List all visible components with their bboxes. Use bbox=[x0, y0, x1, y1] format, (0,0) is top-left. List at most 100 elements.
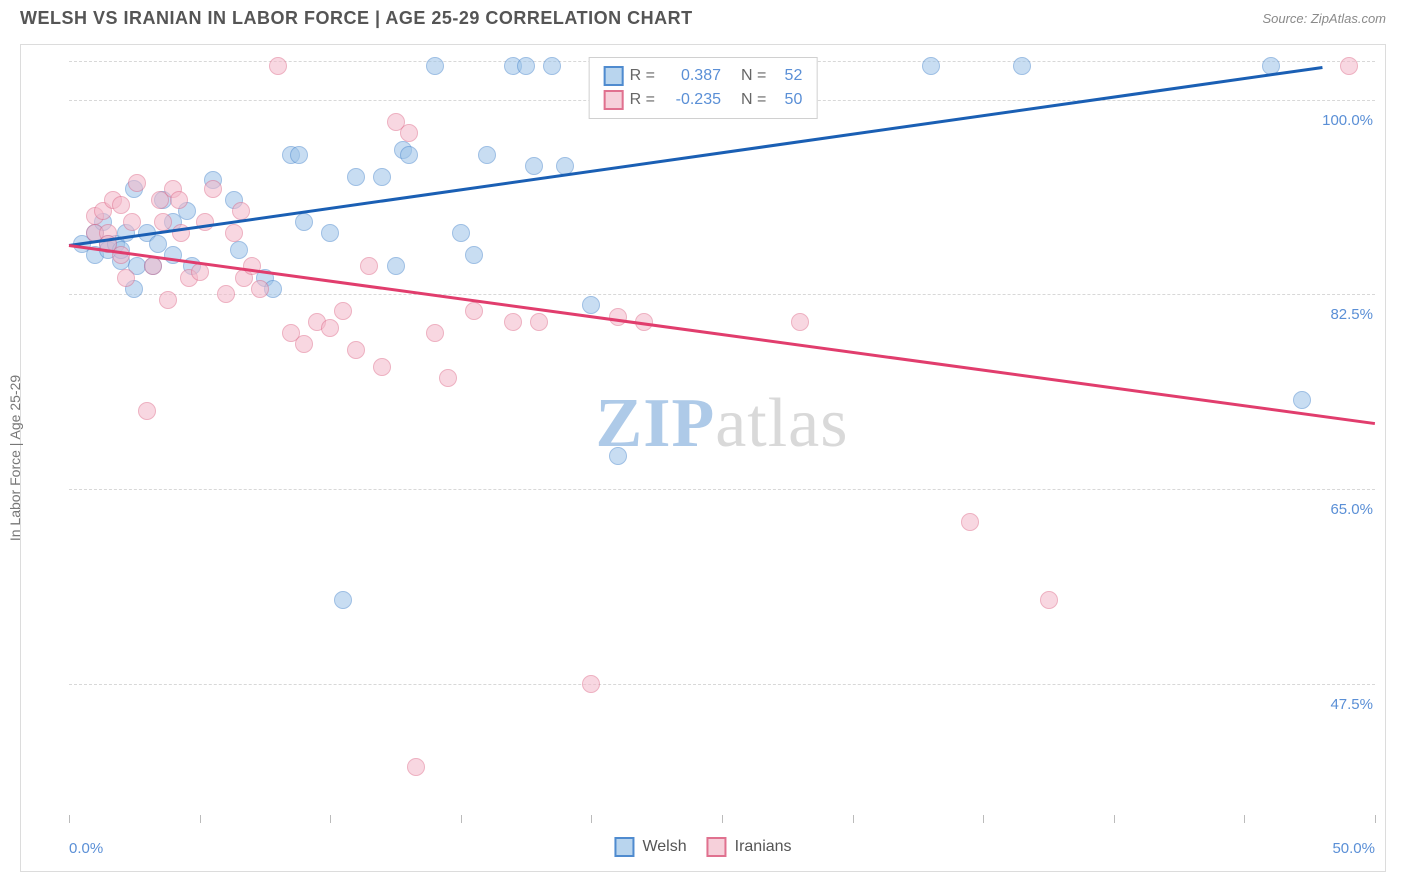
r-value: -0.235 bbox=[661, 91, 721, 109]
data-point bbox=[373, 168, 391, 186]
data-point bbox=[1293, 391, 1311, 409]
data-point bbox=[465, 246, 483, 264]
data-point bbox=[149, 235, 167, 253]
x-tick bbox=[983, 815, 984, 823]
x-tick bbox=[1114, 815, 1115, 823]
data-point bbox=[269, 57, 287, 75]
data-point bbox=[154, 213, 172, 231]
data-point bbox=[138, 402, 156, 420]
series-legend: Welsh Iranians bbox=[614, 837, 791, 857]
data-point bbox=[123, 213, 141, 231]
data-point bbox=[791, 313, 809, 331]
chart-header: WELSH VS IRANIAN IN LABOR FORCE | AGE 25… bbox=[0, 0, 1406, 33]
legend-label: Iranians bbox=[735, 838, 792, 856]
data-point bbox=[334, 302, 352, 320]
data-point bbox=[504, 313, 522, 331]
data-point bbox=[170, 191, 188, 209]
x-tick bbox=[1244, 815, 1245, 823]
data-point bbox=[543, 57, 561, 75]
data-point bbox=[609, 447, 627, 465]
data-point bbox=[582, 296, 600, 314]
data-point bbox=[373, 358, 391, 376]
x-tick bbox=[330, 815, 331, 823]
x-tick-label: 0.0% bbox=[69, 840, 103, 857]
data-point bbox=[407, 758, 425, 776]
watermark: ZIPatlas bbox=[596, 384, 849, 464]
data-point bbox=[347, 168, 365, 186]
data-point bbox=[230, 241, 248, 259]
x-tick bbox=[69, 815, 70, 823]
gridline bbox=[69, 684, 1375, 685]
data-point bbox=[321, 319, 339, 337]
data-point bbox=[347, 341, 365, 359]
data-point bbox=[251, 280, 269, 298]
n-value: 52 bbox=[772, 67, 802, 85]
x-tick bbox=[461, 815, 462, 823]
data-point bbox=[295, 335, 313, 353]
data-point bbox=[530, 313, 548, 331]
data-point bbox=[232, 202, 250, 220]
legend-swatch bbox=[604, 66, 624, 86]
data-point bbox=[465, 302, 483, 320]
data-point bbox=[196, 213, 214, 231]
gridline bbox=[69, 489, 1375, 490]
x-tick-label: 50.0% bbox=[1332, 840, 1375, 857]
data-point bbox=[117, 269, 135, 287]
y-tick-label: 47.5% bbox=[1326, 696, 1377, 713]
data-point bbox=[334, 591, 352, 609]
data-point bbox=[159, 291, 177, 309]
legend-swatch bbox=[707, 837, 727, 857]
data-point bbox=[191, 263, 209, 281]
data-point bbox=[426, 57, 444, 75]
data-point bbox=[426, 324, 444, 342]
data-point bbox=[112, 246, 130, 264]
data-point bbox=[452, 224, 470, 242]
data-point bbox=[582, 675, 600, 693]
chart-container: In Labor Force | Age 25-29 ZIPatlas 47.5… bbox=[20, 44, 1386, 872]
data-point bbox=[217, 285, 235, 303]
legend-swatch bbox=[604, 90, 624, 110]
legend-swatch bbox=[614, 837, 634, 857]
y-tick-label: 65.0% bbox=[1326, 501, 1377, 518]
data-point bbox=[439, 369, 457, 387]
data-point bbox=[243, 257, 261, 275]
data-point bbox=[961, 513, 979, 531]
legend-label: Welsh bbox=[642, 838, 686, 856]
data-point bbox=[478, 146, 496, 164]
watermark-part2: atlas bbox=[715, 385, 848, 462]
x-tick bbox=[591, 815, 592, 823]
y-tick-label: 82.5% bbox=[1326, 306, 1377, 323]
data-point bbox=[290, 146, 308, 164]
data-point bbox=[400, 146, 418, 164]
data-point bbox=[225, 224, 243, 242]
r-label: R = bbox=[630, 67, 655, 85]
legend-row: R =-0.235N =50 bbox=[604, 88, 803, 112]
n-label: N = bbox=[741, 91, 766, 109]
data-point bbox=[112, 196, 130, 214]
data-point bbox=[1340, 57, 1358, 75]
legend-item: Welsh bbox=[614, 837, 686, 857]
x-tick bbox=[200, 815, 201, 823]
trendline bbox=[69, 244, 1375, 425]
data-point bbox=[609, 308, 627, 326]
correlation-legend: R =0.387N =52R =-0.235N =50 bbox=[589, 57, 818, 119]
x-tick bbox=[722, 815, 723, 823]
data-point bbox=[517, 57, 535, 75]
plot-area: ZIPatlas 47.5%65.0%82.5%100.0% bbox=[69, 55, 1375, 823]
x-tick bbox=[1375, 815, 1376, 823]
r-value: 0.387 bbox=[661, 67, 721, 85]
legend-row: R = 0.387 N = 52 bbox=[604, 64, 803, 88]
source-credit: Source: ZipAtlas.com bbox=[1262, 11, 1386, 26]
data-point bbox=[1040, 591, 1058, 609]
data-point bbox=[525, 157, 543, 175]
data-point bbox=[321, 224, 339, 242]
n-label: N = bbox=[741, 67, 766, 85]
data-point bbox=[128, 174, 146, 192]
data-point bbox=[1013, 57, 1031, 75]
data-point bbox=[144, 257, 162, 275]
data-point bbox=[922, 57, 940, 75]
data-point bbox=[360, 257, 378, 275]
data-point bbox=[387, 257, 405, 275]
data-point bbox=[295, 213, 313, 231]
data-point bbox=[400, 124, 418, 142]
